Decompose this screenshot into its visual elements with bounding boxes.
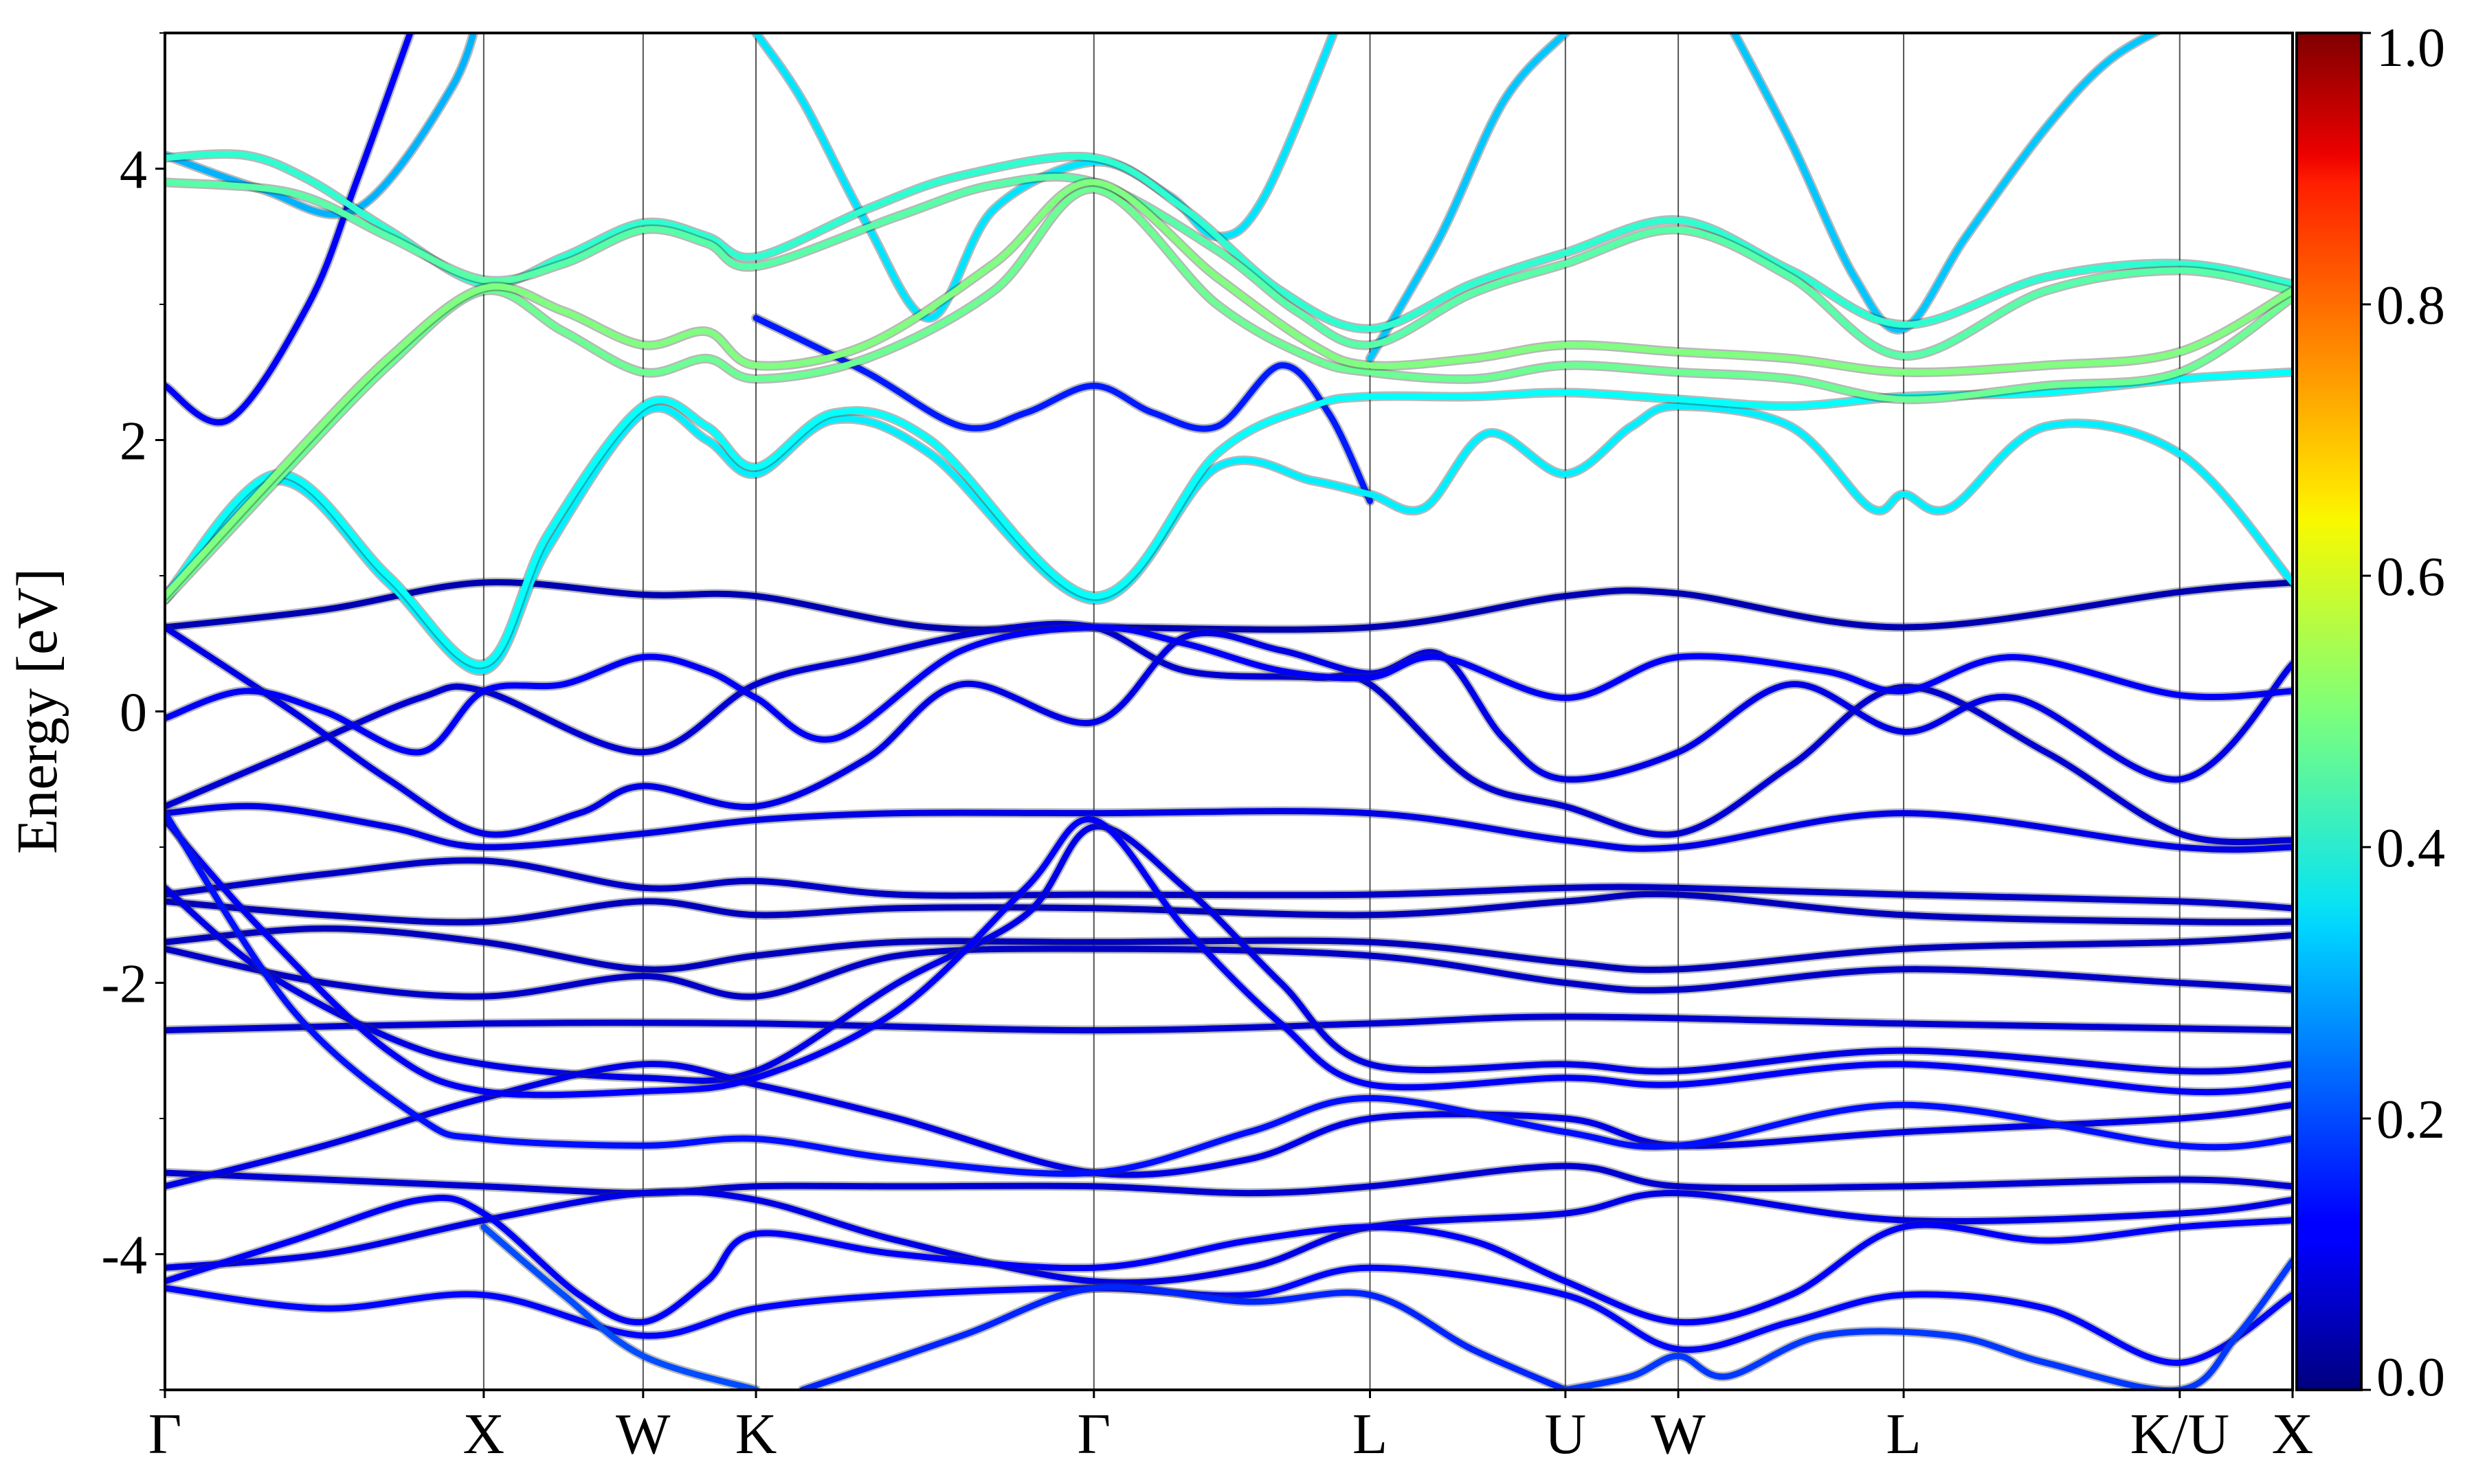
- x-tick-label: W: [616, 1402, 671, 1466]
- y-tick-label: -2: [101, 954, 147, 1015]
- band-line: [165, 857, 2293, 912]
- band-line: [165, 33, 477, 218]
- colorbar-ticks: 0.0 0.2 0.4 0.6 0.8 1.0: [2361, 18, 2445, 1408]
- band-line: [165, 369, 2293, 668]
- colorbar-tick-label: 1.0: [2376, 18, 2445, 78]
- band-line: [165, 578, 2293, 633]
- y-axis-label: Energy [eV]: [5, 568, 69, 854]
- band-line: [799, 1283, 1569, 1390]
- x-tick-label: K: [735, 1402, 777, 1466]
- x-tick-label: Γ: [1077, 1402, 1111, 1466]
- band-line: [165, 624, 2293, 756]
- y-tick-label: 2: [120, 412, 147, 472]
- band-lines: [165, 33, 2293, 1390]
- band-line: [165, 1195, 2293, 1326]
- x-tick-label: Γ: [148, 1402, 182, 1466]
- band-line: [480, 1224, 759, 1390]
- colorbar-tick-label: 0.2: [2376, 1090, 2445, 1150]
- band-line: [165, 1013, 2293, 1034]
- band-line: [165, 945, 2293, 1000]
- x-tick-label: K/U: [2130, 1402, 2229, 1466]
- band-line: [165, 1162, 2293, 1197]
- band-line: [165, 403, 2293, 675]
- band-line: [1367, 33, 1570, 362]
- x-tick-label: L: [1886, 1402, 1921, 1466]
- colorbar-tick-label: 0.6: [2376, 547, 2445, 607]
- band-line: [1730, 33, 2161, 333]
- y-tick-label: -4: [101, 1226, 147, 1286]
- band-line: [165, 186, 2293, 603]
- colorbar-tick-label: 0.8: [2376, 276, 2445, 336]
- band-line: [1562, 1257, 2293, 1390]
- band-line: [753, 315, 1373, 504]
- x-tick-label: U: [1545, 1402, 1587, 1466]
- colorbar: [2295, 32, 2363, 1391]
- band-line: [165, 823, 2293, 1084]
- y-tick-label: 4: [120, 140, 147, 201]
- x-tick-label: X: [463, 1402, 505, 1466]
- band-line: [165, 925, 2293, 974]
- colorbar-tick-label: 0.4: [2376, 818, 2445, 879]
- band-line: [165, 810, 2293, 1177]
- y-axis-ticks: -4 -2 0 2 4: [101, 32, 165, 1391]
- band-line: [165, 173, 2293, 359]
- colorbar-tick-label: 0.0: [2376, 1347, 2445, 1408]
- band-line: [165, 1188, 2293, 1286]
- band-line: [165, 620, 2293, 846]
- band-line: [165, 816, 2293, 1099]
- x-tick-label: X: [2272, 1402, 2314, 1466]
- band-line: [165, 1264, 2293, 1367]
- band-line: [165, 33, 414, 426]
- band-line: [165, 802, 2293, 853]
- x-tick-label: W: [1651, 1402, 1706, 1466]
- x-axis-ticks: Γ X W K Γ L U W L K/U X: [148, 1390, 2314, 1466]
- band-line: [165, 890, 2293, 925]
- band-line: [753, 33, 1337, 322]
- band-line: [165, 150, 2293, 333]
- band-line: [165, 624, 2293, 838]
- band-line: [165, 179, 2293, 600]
- y-tick-label: 0: [120, 683, 147, 743]
- x-tick-label: L: [1352, 1402, 1388, 1466]
